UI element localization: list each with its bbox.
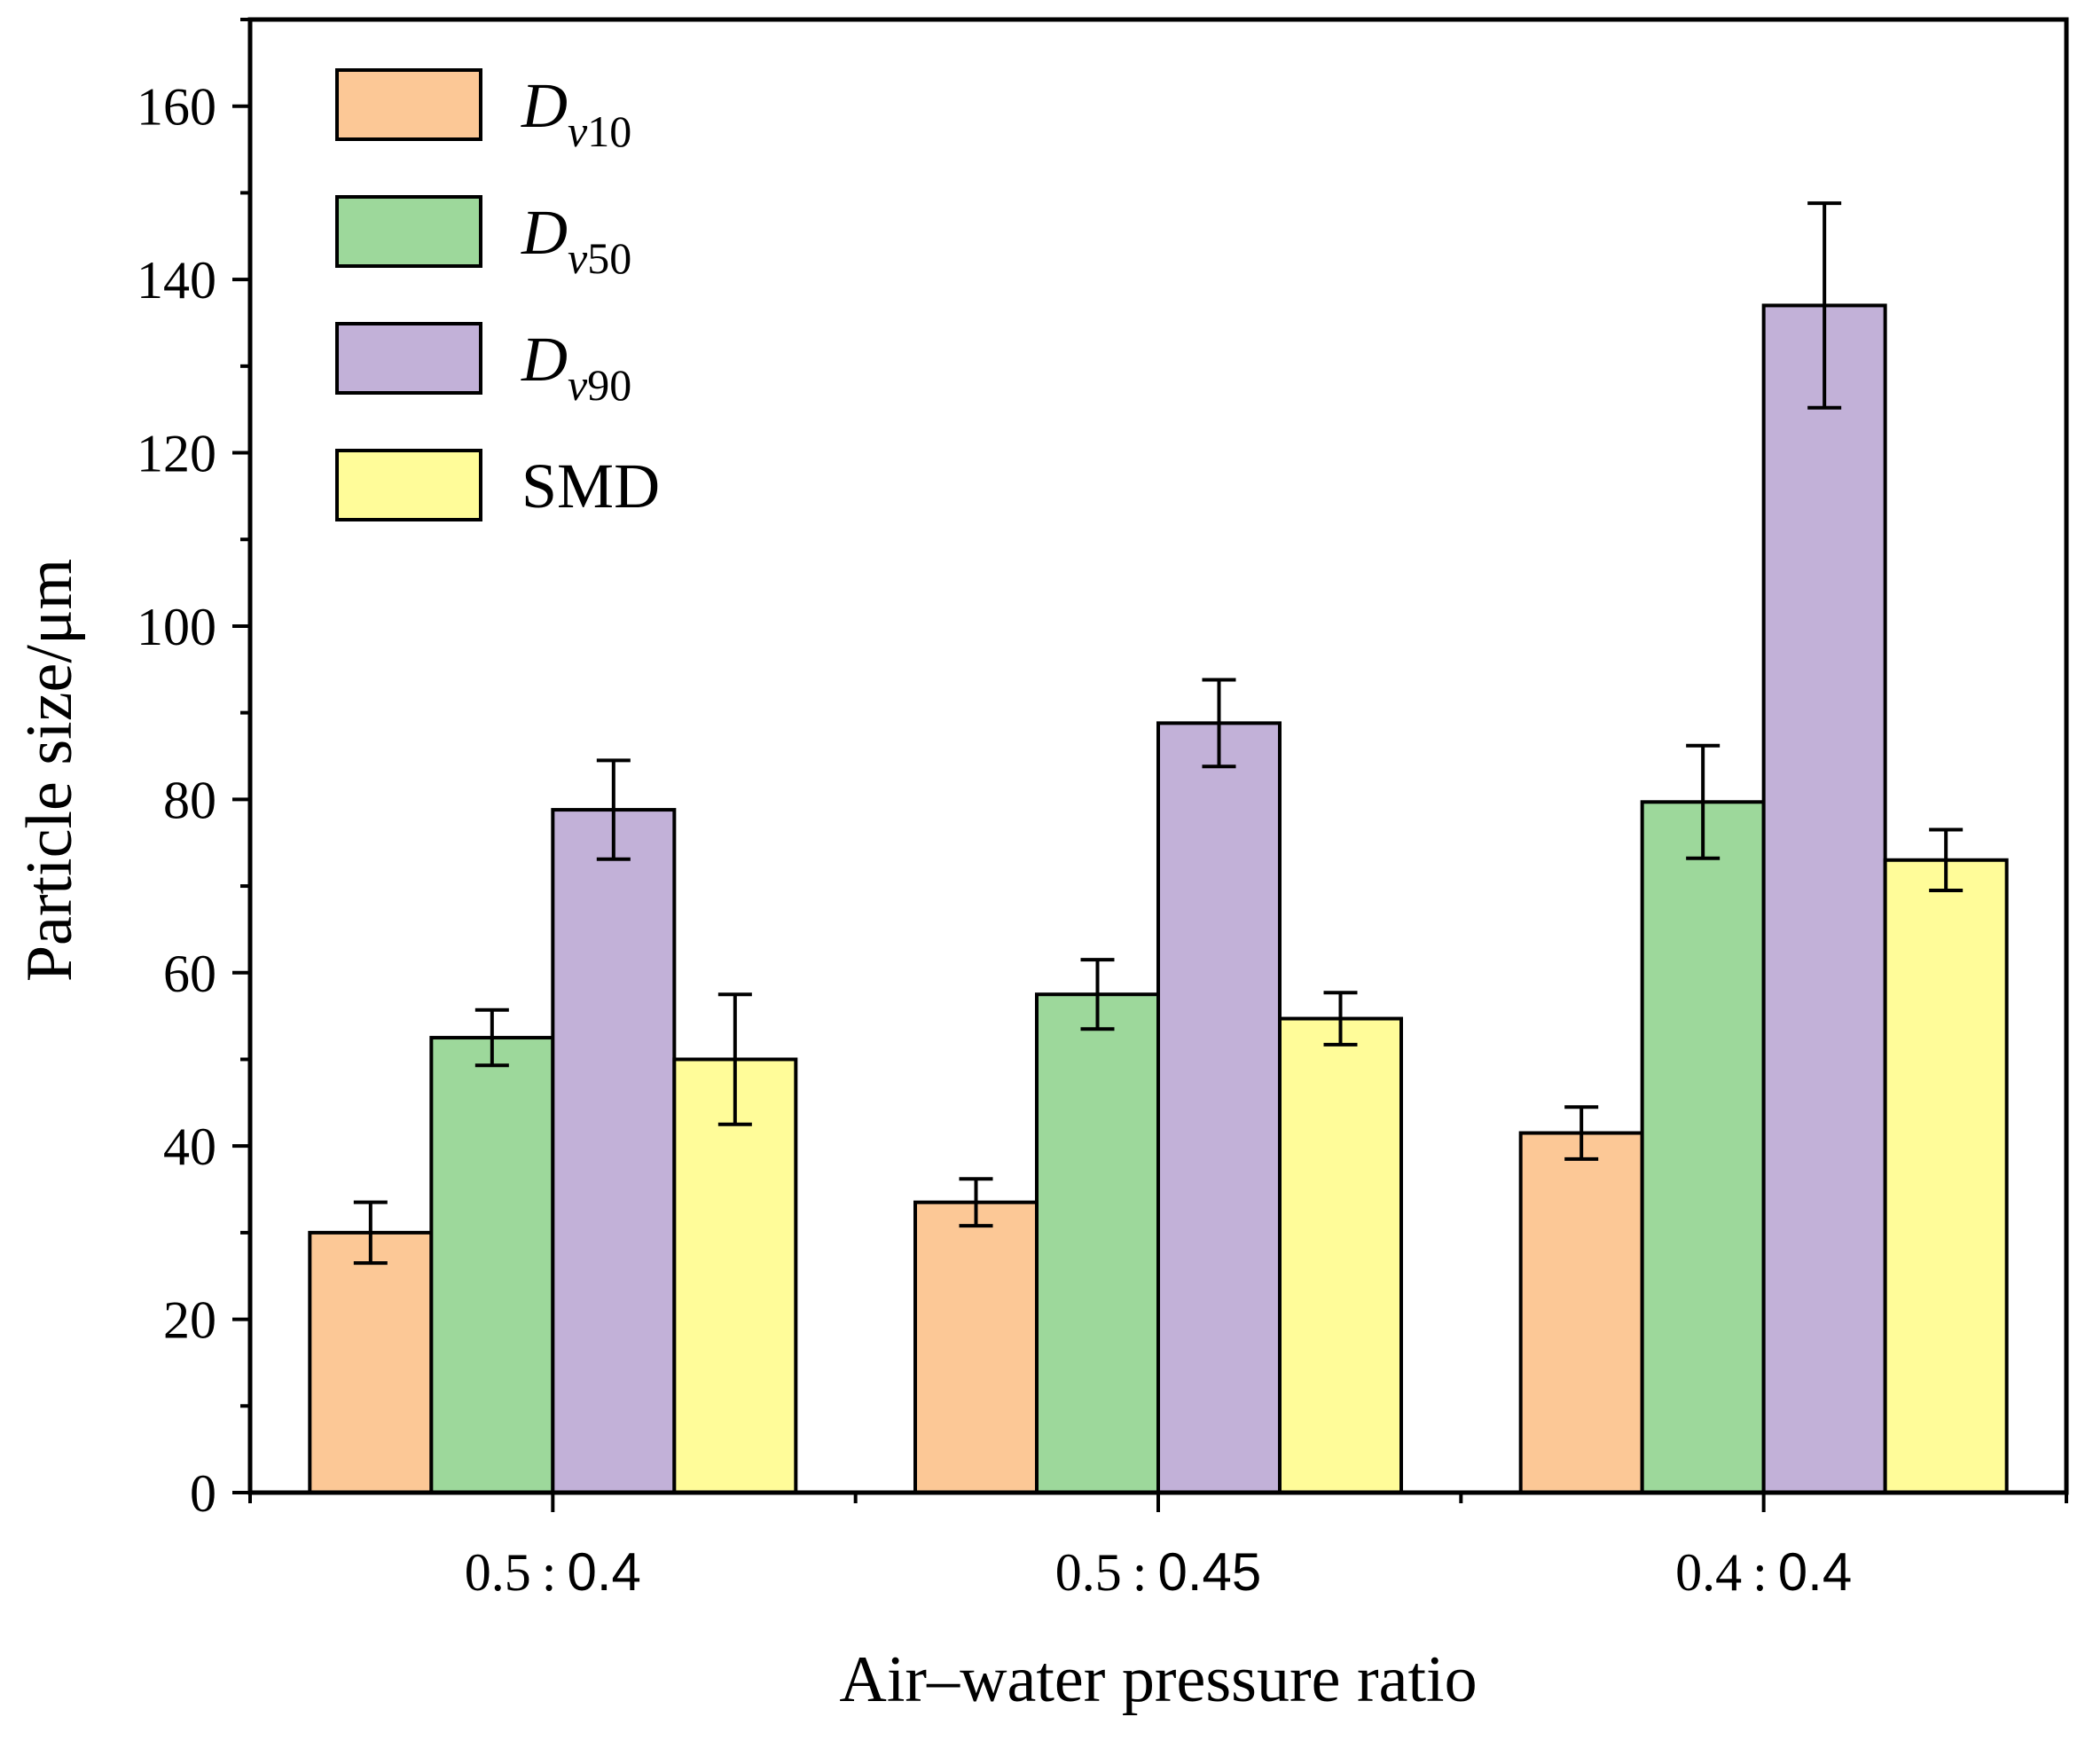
y-tick-label: 40 xyxy=(163,1117,216,1176)
y-tick-label: 60 xyxy=(163,945,216,1003)
legend-label-3: SMD xyxy=(521,451,660,521)
bars-layer xyxy=(308,303,2009,1495)
bar-dv90-0 xyxy=(551,808,677,1494)
bar-dv50-2 xyxy=(1640,800,1766,1494)
axes-layer: 0 20 40 60 80 100 120 140 160 0.5 : 0.4 0.5 : 0.45… xyxy=(137,17,2069,1602)
legend-label-2: Dv90 xyxy=(521,324,631,410)
y-tick-label: 80 xyxy=(163,771,216,829)
legend-swatch-0 xyxy=(335,68,482,141)
bar-smd-2 xyxy=(1883,858,2009,1494)
bar-dv10-0 xyxy=(308,1230,434,1494)
x-tick-label: 0.5 : 0.4 xyxy=(465,1542,641,1602)
bar-dv50-0 xyxy=(429,1036,555,1494)
legend-swatch-3 xyxy=(335,449,482,521)
bar-smd-1 xyxy=(1278,1016,1403,1494)
bar-dv10-2 xyxy=(1518,1131,1644,1495)
y-tick-label: 20 xyxy=(163,1291,216,1350)
bar-dv50-1 xyxy=(1035,992,1160,1494)
bar-dv10-1 xyxy=(913,1200,1039,1494)
legend-label-1: Dv50 xyxy=(521,197,631,283)
bar-dv90-1 xyxy=(1156,721,1282,1494)
bar-dv90-2 xyxy=(1761,303,1887,1494)
y-tick-label: 160 xyxy=(137,78,216,137)
x-tick-label: 0.5 : 0.45 xyxy=(1055,1542,1261,1602)
legend-swatch-1 xyxy=(335,195,482,268)
y-tick-label: 120 xyxy=(137,425,216,483)
error-bars-layer xyxy=(353,201,1964,1266)
legend: Dv10 Dv50 Dv90 SMD xyxy=(335,68,660,521)
x-axis-title: Air–water pressure ratio xyxy=(839,1643,1477,1716)
legend-swatch-2 xyxy=(335,322,482,395)
y-tick-label: 140 xyxy=(137,251,216,310)
x-tick-label: 0.4 : 0.4 xyxy=(1675,1542,1852,1602)
y-tick-label: 100 xyxy=(137,598,216,656)
legend-label-0: Dv10 xyxy=(521,70,631,156)
y-tick-label: 0 xyxy=(190,1464,216,1523)
y-axis-title: Particle size/μm xyxy=(13,559,86,982)
